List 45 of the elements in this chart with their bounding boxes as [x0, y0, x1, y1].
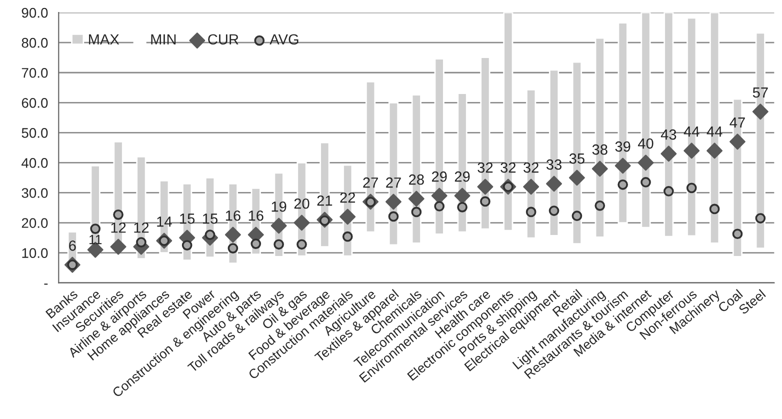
data-label: 32 — [478, 162, 493, 173]
data-label: 47 — [730, 118, 745, 128]
data-label: 28 — [409, 174, 424, 185]
y-tick-label: 60.0 — [22, 98, 48, 108]
data-label: 16 — [226, 210, 240, 221]
data-label: 57 — [752, 87, 768, 98]
data-label: 20 — [294, 198, 310, 209]
data-label: 27 — [363, 177, 378, 188]
data-label: 39 — [615, 141, 630, 152]
y-tick-label: - — [44, 284, 48, 285]
data-label: 44 — [684, 126, 700, 137]
data-label: 29 — [432, 171, 447, 182]
legend-label: CUR — [208, 34, 238, 45]
data-label: 22 — [340, 192, 355, 203]
y-tick-label: 20.0 — [22, 218, 48, 228]
legend-label: AVG — [270, 34, 298, 45]
y-tick-label: 30.0 — [22, 188, 48, 198]
legend-label: MAX — [89, 34, 120, 44]
data-label: 38 — [592, 144, 608, 155]
y-tick-label: 90.0 — [22, 8, 48, 18]
y-tick-label: 10.0 — [22, 248, 48, 258]
y-tick-label: 50.0 — [22, 128, 48, 138]
data-label: 14 — [157, 216, 172, 227]
data-label: 12 — [134, 222, 149, 233]
data-label: 27 — [386, 177, 401, 188]
data-label: 15 — [203, 214, 218, 224]
legend-label: MIN — [151, 34, 176, 44]
data-label: 32 — [500, 162, 516, 173]
data-label: 15 — [180, 214, 195, 224]
data-label: 11 — [90, 234, 102, 244]
data-label: 43 — [660, 129, 676, 140]
y-tick-label: 80.0 — [22, 38, 48, 48]
data-label: 40 — [638, 138, 654, 149]
data-label: 12 — [111, 222, 126, 233]
data-label: 6 — [69, 240, 76, 251]
y-tick-label: 70.0 — [22, 68, 48, 78]
data-label: 29 — [454, 171, 470, 182]
data-label: 19 — [272, 201, 286, 212]
data-label: 32 — [524, 162, 538, 173]
data-label: 21 — [317, 195, 332, 206]
data-label: 33 — [546, 159, 562, 170]
data-label: 44 — [706, 126, 722, 137]
data-label: 16 — [248, 210, 264, 221]
data-label: 35 — [569, 153, 584, 164]
y-tick-label: 40.0 — [22, 158, 48, 168]
